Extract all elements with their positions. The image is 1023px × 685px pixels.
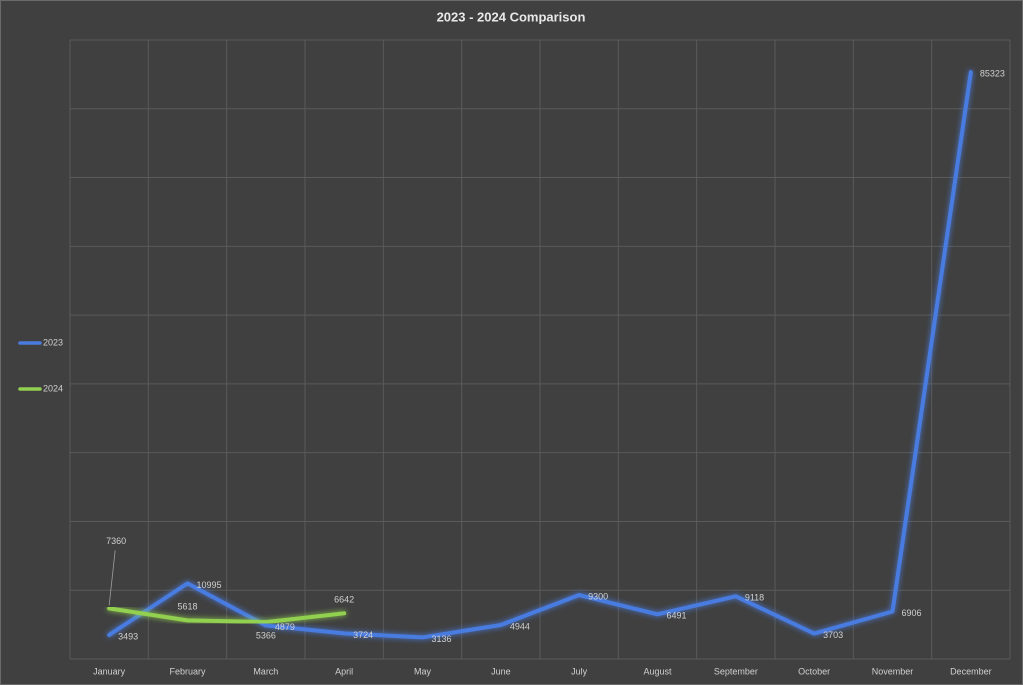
x-tick-label: June xyxy=(491,666,511,676)
x-tick-label: November xyxy=(872,666,914,676)
x-tick-label: January xyxy=(93,666,126,676)
x-tick-label: September xyxy=(714,666,758,676)
x-tick-label: April xyxy=(335,666,353,676)
x-tick-label: August xyxy=(643,666,672,676)
x-tick-label: March xyxy=(253,666,278,676)
data-label: 5618 xyxy=(177,602,197,612)
data-label: 5366 xyxy=(256,630,276,640)
data-label: 3493 xyxy=(118,631,138,641)
x-tick-label: December xyxy=(950,666,992,676)
x-tick-label: July xyxy=(571,666,588,676)
data-label: 3136 xyxy=(432,634,452,644)
x-tick-label: October xyxy=(798,666,830,676)
data-label: 4944 xyxy=(510,621,530,631)
data-label: 85323 xyxy=(980,69,1005,79)
data-label: 7360 xyxy=(106,536,126,546)
x-tick-label: May xyxy=(414,666,432,676)
data-label: 6906 xyxy=(902,608,922,618)
leader-line xyxy=(108,550,116,606)
chart-title: 2023 - 2024 Comparison xyxy=(437,9,586,24)
data-label: 6642 xyxy=(334,595,354,605)
data-label: 6491 xyxy=(667,611,687,621)
data-label: 4879 xyxy=(275,622,295,632)
data-label: 9118 xyxy=(745,593,764,603)
data-label: 3724 xyxy=(353,630,373,640)
legend-label: 2024 xyxy=(43,383,63,393)
x-tick-label: February xyxy=(169,666,206,676)
legend-label: 2023 xyxy=(43,337,63,347)
series-line xyxy=(107,606,347,625)
series-line xyxy=(107,70,973,640)
data-label: 3703 xyxy=(823,630,843,640)
data-label: 9300 xyxy=(588,591,608,601)
data-label: 10995 xyxy=(197,580,222,590)
